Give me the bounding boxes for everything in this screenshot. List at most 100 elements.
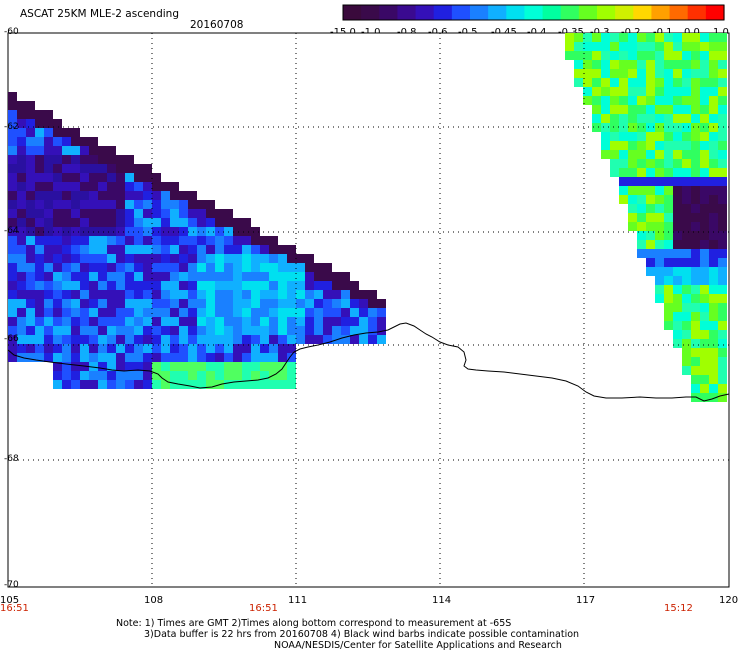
wind-cell — [134, 335, 143, 344]
wind-cell — [269, 245, 278, 254]
wind-cell — [700, 231, 709, 240]
wind-cell — [26, 209, 35, 218]
wind-cell — [206, 236, 215, 245]
wind-cell — [26, 128, 35, 137]
wind-cell — [170, 227, 179, 236]
wind-cell — [691, 321, 700, 330]
wind-cell — [260, 317, 269, 326]
wind-cell — [35, 119, 44, 128]
wind-cell — [206, 362, 215, 371]
time-label-right: 15:12 — [664, 603, 693, 614]
wind-cell — [134, 344, 143, 353]
wind-cell — [188, 353, 197, 362]
wind-cell — [197, 218, 206, 227]
wind-cell — [125, 191, 134, 200]
wind-cell — [161, 200, 170, 209]
wind-cell — [8, 137, 17, 146]
wind-cell — [116, 299, 125, 308]
wind-cell — [296, 317, 305, 326]
wind-cell — [53, 137, 62, 146]
wind-cell — [601, 51, 610, 60]
wind-cell — [215, 236, 224, 245]
wind-cell — [628, 69, 637, 78]
wind-cell — [89, 353, 98, 362]
wind-cell — [287, 290, 296, 299]
wind-cell — [691, 348, 700, 357]
wind-cell — [206, 335, 215, 344]
wind-cell — [62, 380, 71, 389]
wind-cell — [314, 308, 323, 317]
wind-cell — [62, 353, 71, 362]
wind-cell — [17, 110, 26, 119]
wind-cell — [655, 159, 664, 168]
wind-cell — [116, 290, 125, 299]
wind-cell — [224, 371, 233, 380]
wind-cell — [565, 51, 574, 60]
wind-cell — [17, 245, 26, 254]
wind-cell — [709, 240, 718, 249]
wind-cell — [71, 353, 80, 362]
wind-cell — [260, 353, 269, 362]
wind-cell — [314, 335, 323, 344]
wind-cell — [89, 209, 98, 218]
lat-label-70: -70 — [4, 580, 19, 590]
wind-cell — [673, 150, 682, 159]
wind-cell — [197, 317, 206, 326]
lon-label-114: 114 — [432, 595, 452, 606]
wind-cell — [215, 263, 224, 272]
wind-cell — [619, 60, 628, 69]
wind-cell — [143, 353, 152, 362]
wind-cell — [26, 200, 35, 209]
wind-cell — [197, 335, 206, 344]
wind-cell — [80, 344, 89, 353]
wind-cell — [44, 245, 53, 254]
wind-cell — [242, 263, 251, 272]
wind-cell — [242, 326, 251, 335]
wind-cell — [251, 371, 260, 380]
wind-cell — [170, 326, 179, 335]
wind-cell — [637, 159, 646, 168]
wind-cell — [188, 254, 197, 263]
colorbar-cell — [651, 5, 671, 20]
wind-cell — [682, 276, 691, 285]
wind-cell — [98, 326, 107, 335]
wind-cell — [673, 42, 682, 51]
wind-cell — [134, 191, 143, 200]
wind-cell — [215, 344, 224, 353]
wind-cell — [278, 335, 287, 344]
wind-cell — [116, 227, 125, 236]
wind-cell — [125, 281, 134, 290]
wind-cell — [233, 353, 242, 362]
wind-cell — [610, 123, 619, 132]
wind-cell — [197, 245, 206, 254]
wind-cell — [179, 272, 188, 281]
wind-cell — [233, 380, 242, 389]
wind-cell — [233, 317, 242, 326]
wind-cell — [26, 281, 35, 290]
wind-cell — [8, 263, 17, 272]
wind-cell — [215, 218, 224, 227]
wind-cell — [251, 353, 260, 362]
wind-cell — [700, 177, 709, 186]
wind-cell — [610, 114, 619, 123]
wind-cell — [359, 317, 368, 326]
wind-cell — [646, 249, 655, 258]
wind-cell — [583, 51, 592, 60]
wind-cell — [35, 128, 44, 137]
wind-cell — [673, 267, 682, 276]
wind-cell — [718, 312, 727, 321]
wind-cell — [682, 294, 691, 303]
wind-cell — [673, 240, 682, 249]
wind-cell — [107, 263, 116, 272]
wind-cell — [287, 272, 296, 281]
wind-cell — [655, 132, 664, 141]
wind-cell — [224, 218, 233, 227]
wind-cell — [125, 353, 134, 362]
wind-cell — [592, 51, 601, 60]
wind-cell — [188, 227, 197, 236]
wind-cell — [709, 60, 718, 69]
wind-cell — [305, 308, 314, 317]
wind-cell — [592, 105, 601, 114]
wind-cell — [98, 155, 107, 164]
wind-cell — [17, 344, 26, 353]
